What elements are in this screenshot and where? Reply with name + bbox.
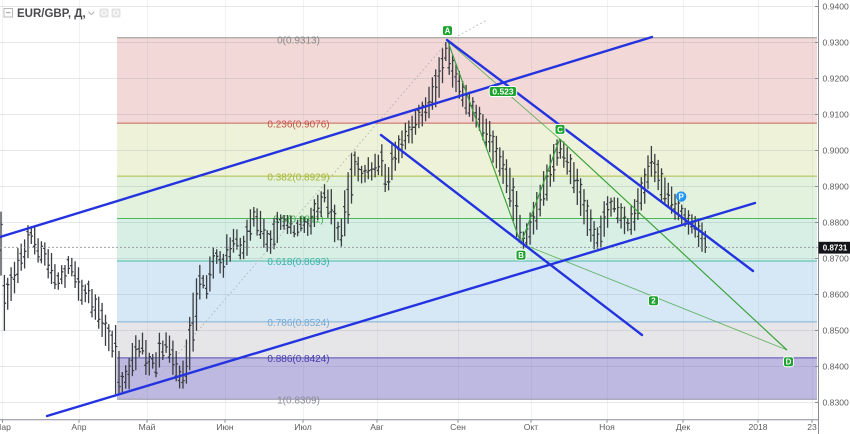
svg-text:0.8400: 0.8400 [823, 362, 850, 372]
svg-text:23: 23 [807, 422, 817, 432]
svg-text:0.5(0.8811): 0.5(0.8811) [273, 215, 323, 226]
svg-text:0.382(0.8929): 0.382(0.8929) [267, 172, 329, 183]
svg-text:Апр: Апр [71, 422, 86, 432]
svg-text:0.8900: 0.8900 [823, 182, 850, 192]
svg-text:0.8600: 0.8600 [823, 290, 850, 300]
svg-text:D: D [786, 358, 792, 367]
svg-text:0.9100: 0.9100 [823, 110, 850, 120]
svg-text:0.8300: 0.8300 [823, 398, 850, 408]
svg-text:A: A [445, 27, 451, 36]
svg-text:Май: Май [139, 422, 156, 432]
svg-text:0.9400: 0.9400 [823, 2, 850, 12]
svg-text:0.8731: 0.8731 [823, 244, 848, 253]
svg-text:0.786(0.8524): 0.786(0.8524) [267, 318, 329, 329]
svg-text:0.236(0.9076): 0.236(0.9076) [267, 119, 329, 130]
svg-text:0.9300: 0.9300 [823, 38, 850, 48]
svg-text:0.8500: 0.8500 [823, 326, 850, 336]
svg-text:Июл: Июл [294, 422, 311, 432]
svg-text:0.886(0.8424): 0.886(0.8424) [267, 354, 329, 365]
svg-text:Авг: Авг [370, 422, 383, 432]
svg-text:Сен: Сен [450, 422, 466, 432]
svg-text:Июн: Июн [216, 422, 234, 432]
svg-text:Мар: Мар [0, 422, 11, 432]
svg-text:0.8800: 0.8800 [823, 218, 850, 228]
svg-text:B: B [518, 251, 524, 260]
svg-text:P: P [679, 193, 685, 202]
svg-text:2018: 2018 [748, 422, 767, 432]
svg-text:0.8700: 0.8700 [823, 254, 850, 264]
svg-text:EUR/GBP, Д,: EUR/GBP, Д, [17, 8, 86, 20]
svg-text:0(0.9313): 0(0.9313) [277, 35, 320, 46]
svg-text:0.9000: 0.9000 [823, 146, 850, 156]
svg-text:0.618(0.8693): 0.618(0.8693) [267, 257, 329, 268]
svg-text:Окт: Окт [524, 422, 539, 432]
svg-text:0.523: 0.523 [492, 87, 514, 97]
svg-text:Ноя: Ноя [599, 422, 615, 432]
svg-text:2: 2 [651, 297, 656, 306]
svg-text:Дек: Дек [676, 422, 691, 432]
svg-text:0.9200: 0.9200 [823, 74, 850, 84]
svg-text:C: C [557, 125, 563, 134]
svg-text:1(0.8309): 1(0.8309) [277, 396, 320, 407]
